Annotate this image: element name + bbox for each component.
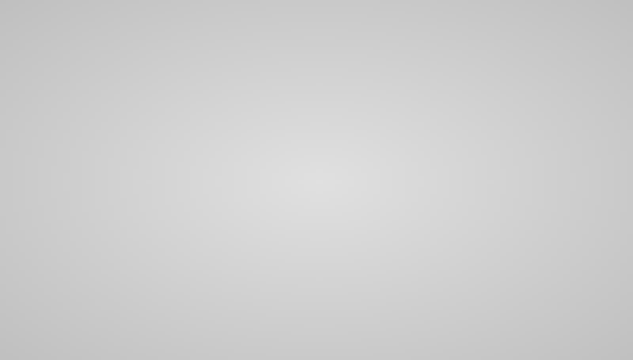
Text: -10.5: -10.5	[73, 156, 142, 179]
Text: 6.5, 7.5: 6.5, 7.5	[247, 294, 348, 318]
FancyBboxPatch shape	[310, 139, 538, 195]
Text: -8: -8	[506, 294, 532, 318]
Text: Dosage < 15: Dosage < 15	[213, 35, 382, 59]
FancyBboxPatch shape	[209, 278, 386, 334]
FancyBboxPatch shape	[449, 278, 589, 334]
FancyBboxPatch shape	[203, 19, 392, 75]
Text: Dosage < 30: Dosage < 30	[340, 156, 508, 179]
FancyBboxPatch shape	[28, 139, 187, 195]
